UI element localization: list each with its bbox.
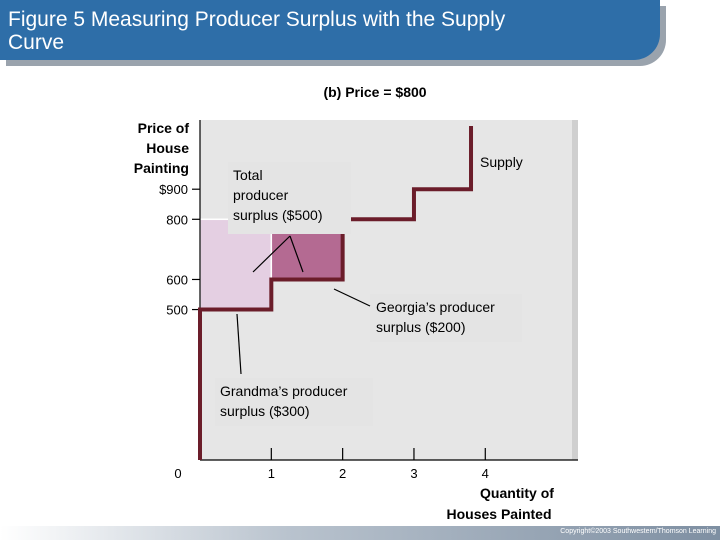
plot-right-edge — [572, 120, 578, 460]
georgia-surplus-label-box — [370, 294, 522, 342]
supply-label: Supply — [480, 154, 523, 170]
grandma-leader — [236, 313, 242, 375]
x-tick-label: 4 — [482, 466, 489, 481]
total-surplus-label-box — [228, 162, 351, 234]
panel-title: (b) Price = $800 — [323, 84, 427, 100]
grandma-surplus-label-box — [215, 378, 373, 426]
x-axis-label: Quantity of — [480, 485, 554, 501]
x-axis-label: Houses Painted — [446, 506, 551, 522]
footer-bar — [0, 526, 720, 540]
georgia-leader — [333, 288, 371, 307]
y-tick-label: $900 — [159, 182, 188, 197]
grandma-surplus-area — [199, 218, 273, 311]
x-tick-label: 2 — [339, 466, 346, 481]
grandma-surplus-label-text: Grandma’s producer — [220, 383, 348, 399]
y-tick-label: 500 — [166, 303, 188, 318]
grandma-surplus-label-text: surplus ($300) — [220, 403, 310, 419]
title-line-2: Curve — [8, 31, 65, 54]
copyright: Copyright©2003 Southwestern/Thomson Lear… — [560, 528, 716, 535]
y-axis-label: Painting — [134, 160, 189, 176]
title-line-1: Figure 5 Measuring Producer Surplus with… — [8, 8, 506, 31]
total-to-grandma-leader — [252, 235, 291, 273]
x-tick-label: 3 — [410, 466, 417, 481]
y-tick-label: 600 — [166, 272, 188, 287]
y-axis-label: Price of — [138, 120, 190, 136]
total-surplus-label-text: Total — [233, 167, 263, 183]
total-surplus-label-text: surplus ($500) — [233, 207, 323, 223]
georgia-surplus-label-text: Georgia’s producer — [376, 299, 495, 315]
georgia-surplus-label-text: surplus ($200) — [376, 319, 466, 335]
total-to-georgia-leader — [289, 235, 304, 273]
title-bar — [0, 0, 660, 60]
supply-curve — [198, 126, 474, 460]
y-axis-label: House — [146, 140, 189, 156]
slide-title: Figure 5 Measuring Producer Surplus with… — [0, 0, 720, 66]
x-tick-label: 1 — [268, 466, 275, 481]
total-surplus-label-text: producer — [233, 187, 289, 203]
slide-title-text: Figure 5 Measuring Producer Surplus with… — [8, 8, 648, 54]
y-tick-label: 800 — [166, 212, 188, 227]
x-tick-label: 0 — [174, 466, 181, 481]
